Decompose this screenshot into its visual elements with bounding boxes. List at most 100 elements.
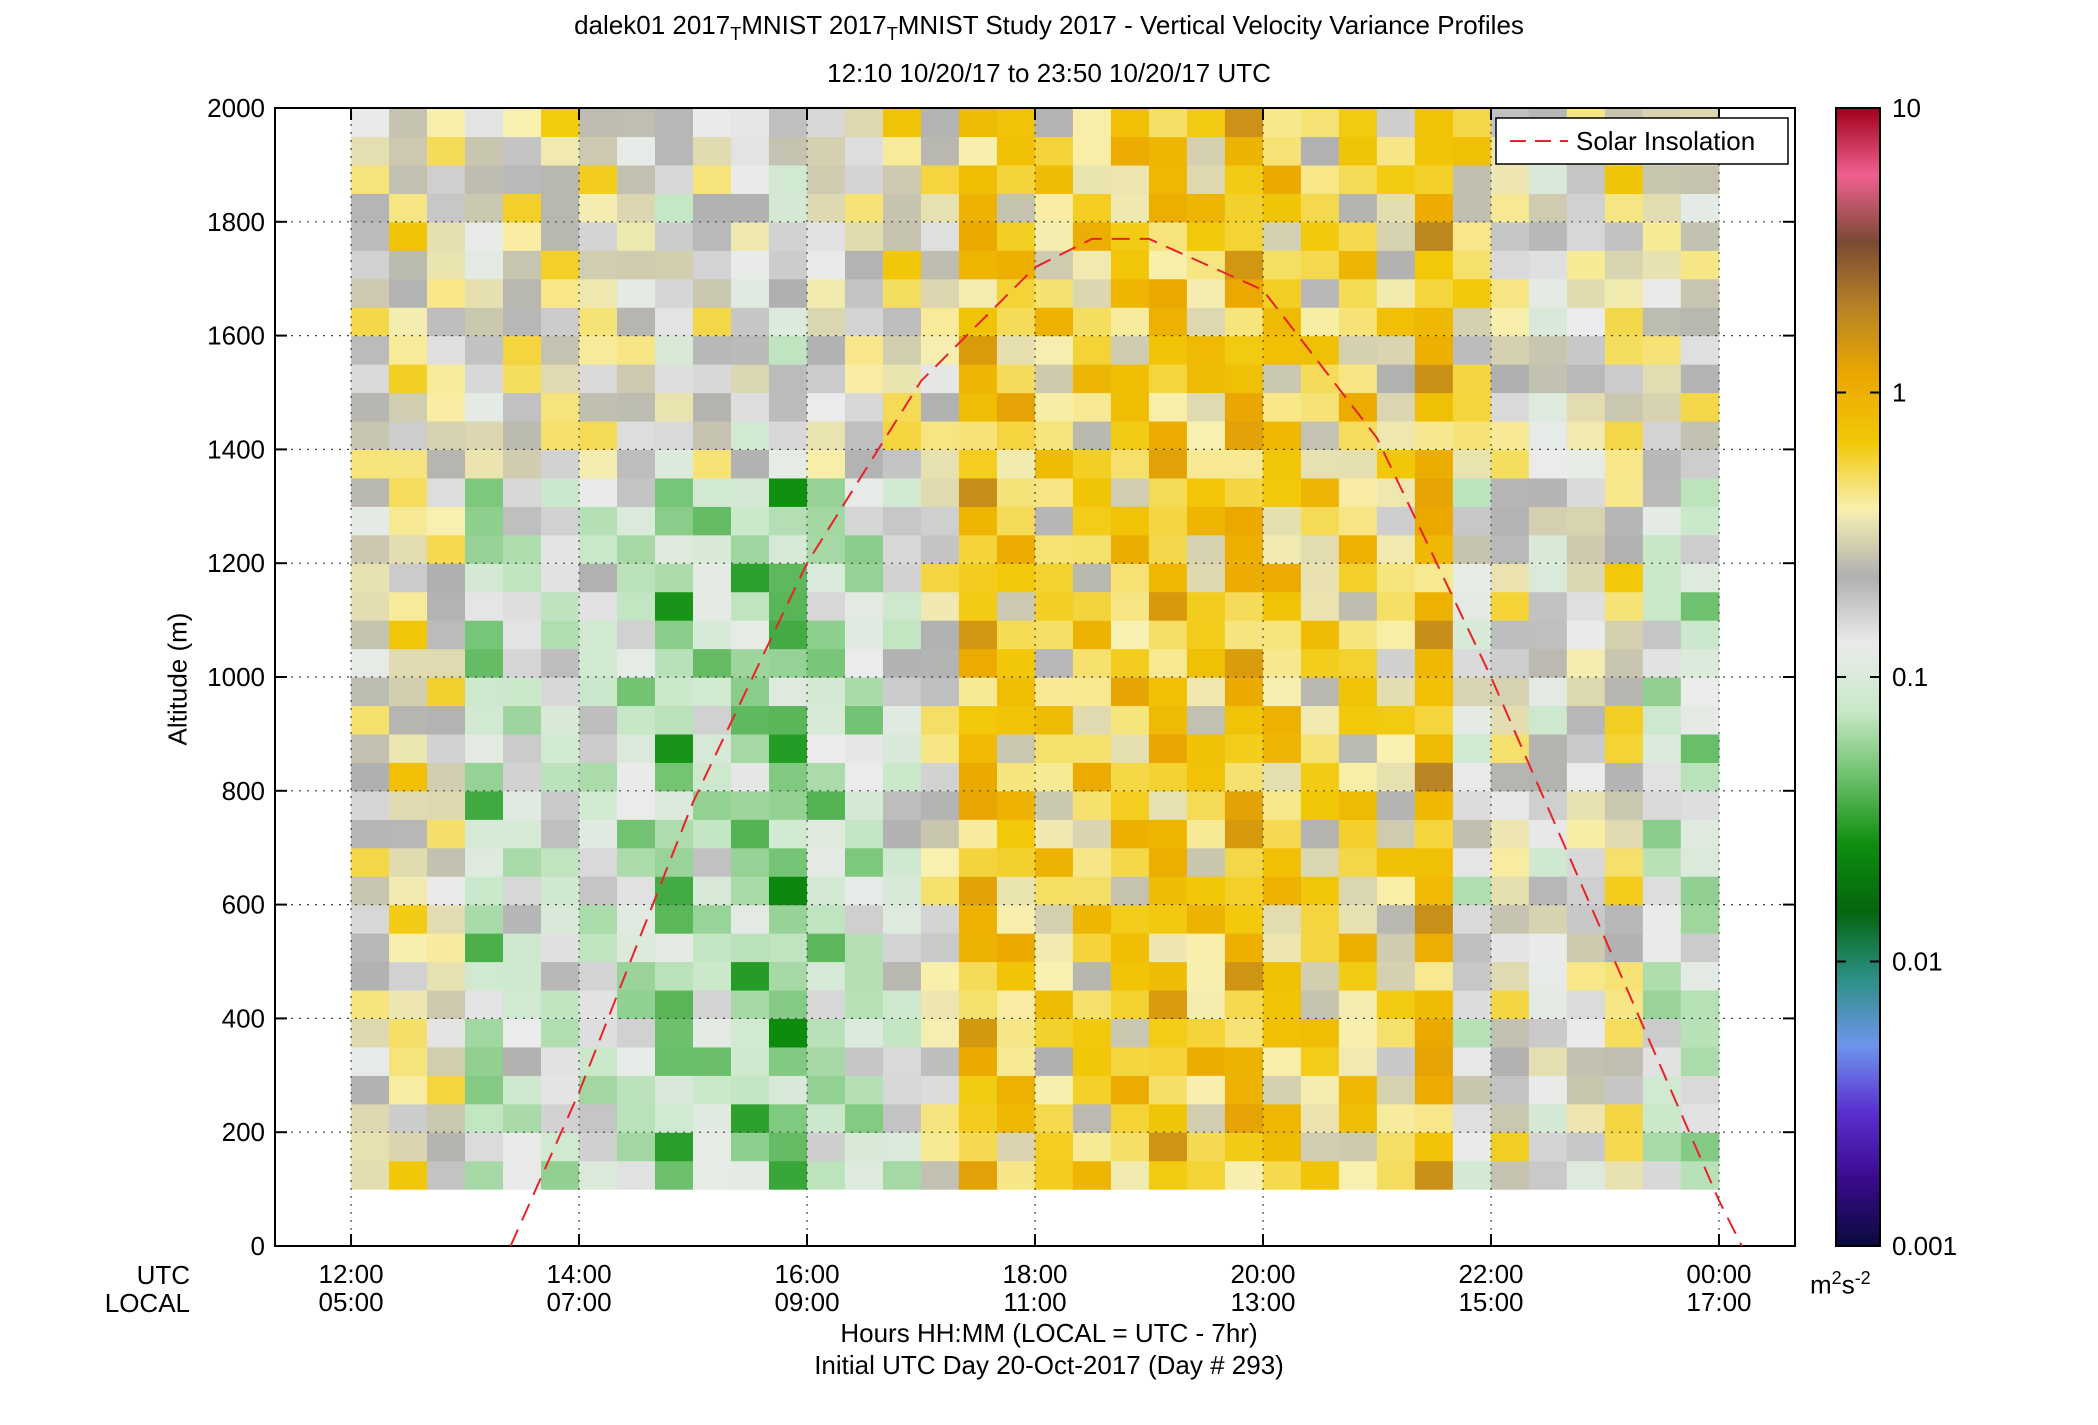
heatmap-cell <box>958 1075 998 1105</box>
heatmap-cell <box>1262 250 1302 280</box>
x-row-label-local: LOCAL <box>104 1288 190 1318</box>
heatmap-cell <box>1642 705 1682 735</box>
heatmap-cell <box>806 733 846 763</box>
heatmap-cell <box>579 876 618 906</box>
heatmap-cell <box>427 1103 466 1133</box>
heatmap-cell <box>1186 221 1226 251</box>
heatmap-cell <box>541 933 580 963</box>
heatmap-cell <box>1148 904 1188 934</box>
heatmap-cell <box>1414 1075 1454 1105</box>
heatmap-cell <box>1034 364 1074 394</box>
heatmap-cell <box>920 136 960 166</box>
heatmap-cell <box>692 876 732 906</box>
heatmap-cell <box>1262 506 1302 536</box>
heatmap-cell <box>844 790 884 820</box>
heatmap-cell <box>1566 164 1606 194</box>
heatmap-cell <box>1148 1018 1188 1048</box>
heatmap-cell <box>1148 1132 1188 1162</box>
heatmap-cell <box>1680 534 1720 564</box>
heatmap-cell <box>1034 164 1074 194</box>
heatmap-cell <box>1490 989 1530 1019</box>
heatmap-cell <box>1566 392 1606 422</box>
heatmap-cell <box>389 477 428 507</box>
heatmap-cell <box>1072 364 1112 394</box>
heatmap-cell <box>1224 1018 1264 1048</box>
heatmap-cell <box>503 847 542 877</box>
heatmap-cell <box>692 193 732 223</box>
heatmap-cell <box>958 477 998 507</box>
heatmap-cell <box>654 1046 694 1076</box>
heatmap-cell <box>1604 620 1644 650</box>
heatmap-cell <box>844 1075 884 1105</box>
heatmap-cell <box>541 819 580 849</box>
heatmap-cell <box>1490 933 1530 963</box>
heatmap-cell <box>730 477 770 507</box>
heatmap-cell <box>503 164 542 194</box>
heatmap-cell <box>617 108 656 138</box>
heatmap-cell <box>806 335 846 365</box>
heatmap-cell <box>920 790 960 820</box>
heatmap-cell <box>654 307 694 337</box>
heatmap-cell <box>465 1132 504 1162</box>
heatmap-cell <box>1604 1075 1644 1105</box>
heatmap-cell <box>1528 1103 1568 1133</box>
heatmap-cell <box>1110 250 1150 280</box>
heatmap-cell <box>1604 563 1644 593</box>
heatmap-cell <box>768 1018 808 1048</box>
heatmap-cell <box>503 506 542 536</box>
heatmap-cell <box>996 506 1036 536</box>
heatmap-cell <box>1148 819 1188 849</box>
heatmap-cell <box>1604 591 1644 621</box>
heatmap-cell <box>806 648 846 678</box>
heatmap-cell <box>1528 620 1568 650</box>
heatmap-cell <box>1300 335 1340 365</box>
heatmap-cell <box>1414 307 1454 337</box>
heatmap-cell <box>1072 847 1112 877</box>
heatmap-cell <box>617 136 656 166</box>
heatmap-cell <box>1490 1132 1530 1162</box>
x-axis-sublabel: Initial UTC Day 20-Oct-2017 (Day # 293) <box>814 1350 1284 1380</box>
heatmap-cell <box>427 933 466 963</box>
heatmap-cell <box>1452 335 1492 365</box>
heatmap-cell <box>427 847 466 877</box>
heatmap-cell <box>427 819 466 849</box>
heatmap-cell <box>1376 705 1416 735</box>
heatmap-cell <box>1110 620 1150 650</box>
heatmap-cell <box>882 193 922 223</box>
heatmap-cell <box>1528 420 1568 450</box>
heatmap-cell <box>1680 677 1720 707</box>
heatmap-cell <box>1490 591 1530 621</box>
y-tick-label: 800 <box>222 776 265 806</box>
heatmap-cell <box>465 1075 504 1105</box>
heatmap-cell <box>1414 933 1454 963</box>
legend-label: Solar Insolation <box>1576 126 1755 156</box>
heatmap-cell <box>1642 392 1682 422</box>
heatmap-cell <box>1186 477 1226 507</box>
heatmap-cell <box>1490 193 1530 223</box>
heatmap-cell <box>1642 762 1682 792</box>
heatmap-cell <box>996 989 1036 1019</box>
heatmap-cell <box>958 364 998 394</box>
heatmap-cell <box>1376 620 1416 650</box>
heatmap-cell <box>503 989 542 1019</box>
heatmap-cell <box>1034 819 1074 849</box>
heatmap-cell <box>1604 648 1644 678</box>
heatmap-cell <box>1148 1046 1188 1076</box>
heatmap-cell <box>541 677 580 707</box>
heatmap-cell <box>1414 819 1454 849</box>
heatmap-cell <box>1528 1075 1568 1105</box>
heatmap-cell <box>996 278 1036 308</box>
heatmap-cell <box>1110 591 1150 621</box>
heatmap-cell <box>465 449 504 479</box>
heatmap-cell <box>958 961 998 991</box>
heatmap-cell <box>1262 278 1302 308</box>
heatmap-cell <box>806 933 846 963</box>
heatmap-cell <box>617 620 656 650</box>
heatmap-cell <box>1680 1160 1720 1190</box>
heatmap-cell <box>1680 307 1720 337</box>
heatmap-cell <box>465 364 504 394</box>
heatmap-cell <box>844 534 884 564</box>
heatmap-cell <box>1262 1075 1302 1105</box>
heatmap-cell <box>1604 705 1644 735</box>
